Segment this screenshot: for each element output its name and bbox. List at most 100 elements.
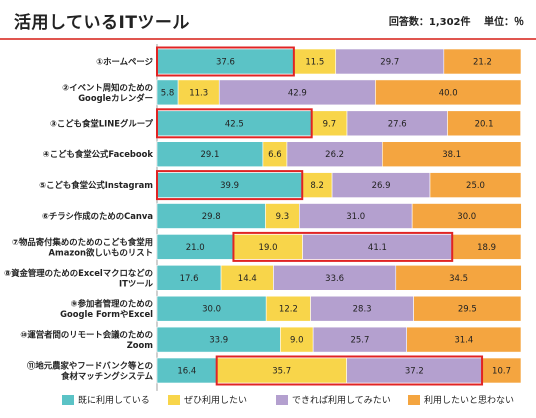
data-label: 30.0 bbox=[202, 305, 221, 315]
highlight-box bbox=[215, 355, 484, 386]
data-label: 25.7 bbox=[350, 336, 369, 346]
highlight-box bbox=[156, 108, 313, 139]
highlight-box bbox=[156, 170, 304, 201]
data-label: 5.8 bbox=[161, 88, 175, 98]
data-label: 9.3 bbox=[276, 212, 290, 222]
bar-segment bbox=[216, 357, 347, 384]
bar-segment bbox=[395, 264, 522, 291]
bar-segment bbox=[382, 141, 522, 167]
bar-segment bbox=[346, 357, 483, 384]
data-label: 20.1 bbox=[475, 119, 494, 129]
data-label: 37.6 bbox=[216, 58, 235, 68]
data-label: 12.2 bbox=[279, 305, 298, 315]
bar-segment bbox=[265, 203, 300, 229]
bar-segment bbox=[156, 234, 234, 260]
bar-segment bbox=[443, 48, 522, 75]
legend-swatch bbox=[408, 395, 420, 405]
legend-label: 利用したいと思わない bbox=[424, 394, 514, 406]
data-label: 33.6 bbox=[325, 274, 344, 284]
bar-segment bbox=[156, 264, 222, 291]
category-label: ⑩運営者間のリモート会議のための Zoom bbox=[20, 330, 153, 351]
bar-segment bbox=[156, 141, 264, 167]
bar-segment bbox=[262, 141, 288, 167]
data-label: 26.9 bbox=[372, 181, 391, 191]
data-label: 40.0 bbox=[439, 88, 458, 98]
data-label: 37.2 bbox=[405, 367, 424, 377]
data-label: 39.9 bbox=[220, 181, 239, 191]
data-label: 35.7 bbox=[272, 367, 291, 377]
bar-segment bbox=[156, 295, 267, 322]
data-label: 42.9 bbox=[288, 88, 307, 98]
data-label: 29.1 bbox=[200, 150, 219, 160]
bar-segment bbox=[302, 234, 453, 260]
bar-segment bbox=[301, 172, 333, 198]
chart-meta: 回答数：1,302件 単位：％ bbox=[379, 13, 524, 28]
data-label: 14.4 bbox=[238, 274, 257, 284]
data-label: 31.4 bbox=[454, 336, 473, 346]
highlight-box bbox=[232, 231, 454, 262]
bar-segment bbox=[218, 79, 376, 106]
legend-swatch bbox=[62, 395, 74, 405]
bar-segment bbox=[413, 295, 522, 322]
data-label: 6.6 bbox=[268, 150, 282, 160]
data-label: 41.1 bbox=[368, 243, 387, 253]
data-label: 19.0 bbox=[259, 243, 278, 253]
bar-segment bbox=[286, 141, 383, 167]
bar-segment bbox=[156, 110, 312, 137]
bar-segment bbox=[429, 172, 522, 198]
bar-segment bbox=[411, 203, 522, 229]
data-label: 30.0 bbox=[457, 212, 476, 222]
data-label: 29.7 bbox=[380, 58, 399, 68]
bar-segment bbox=[447, 110, 521, 137]
category-label: ④こども食堂公式Facebook bbox=[43, 149, 154, 159]
category-label: ③こども食堂LINEグループ bbox=[50, 118, 154, 128]
category-label: ⑦物品寄付集めのためのこども食堂用 Amazon欲しいものリスト bbox=[12, 237, 153, 258]
category-label: ⑨参加者管理のための Google FormやExcel bbox=[60, 299, 153, 320]
unit-label: 単位：％ bbox=[484, 17, 524, 28]
data-label: 21.2 bbox=[473, 58, 492, 68]
legend-label: できれば利用してみたい bbox=[292, 394, 391, 406]
bar-segment bbox=[156, 48, 295, 75]
data-label: 25.0 bbox=[466, 181, 485, 191]
bar-segment bbox=[312, 326, 408, 353]
bar-segment bbox=[406, 326, 522, 353]
bar-segment bbox=[375, 79, 522, 106]
category-label: ②イベント周知のための Googleカレンダー bbox=[62, 82, 153, 103]
bar-segment bbox=[156, 172, 303, 198]
bar-segment bbox=[156, 326, 281, 353]
data-label: 34.5 bbox=[449, 274, 468, 284]
bar-segment bbox=[299, 203, 413, 229]
respondent-count: 回答数：1,302件 bbox=[388, 17, 471, 28]
bar-segment bbox=[156, 203, 266, 229]
bar-segment bbox=[481, 357, 522, 384]
legend-label: ぜひ利用したい bbox=[184, 394, 247, 406]
legend-swatch bbox=[276, 395, 288, 405]
bar-segment bbox=[156, 357, 217, 384]
data-label: 9.7 bbox=[323, 119, 337, 129]
title-rule bbox=[0, 38, 536, 40]
bar-segment bbox=[177, 79, 220, 106]
category-label: ⑪地元農家やフードバンク等との食材マッチングシステム bbox=[27, 361, 154, 382]
data-label: 28.3 bbox=[353, 305, 372, 315]
bar-segment bbox=[335, 48, 445, 75]
data-label: 33.9 bbox=[209, 336, 228, 346]
data-label: 29.8 bbox=[202, 212, 221, 222]
bar-segment bbox=[331, 172, 431, 198]
bar-segment bbox=[273, 264, 397, 291]
bar-segment bbox=[233, 234, 303, 260]
data-label: 16.4 bbox=[177, 367, 196, 377]
data-label: 42.5 bbox=[225, 119, 244, 129]
data-label: 11.5 bbox=[305, 58, 324, 68]
data-label: 38.1 bbox=[442, 150, 461, 160]
data-label: 17.6 bbox=[180, 274, 199, 284]
legend-swatch bbox=[168, 395, 180, 405]
highlight-box bbox=[156, 46, 295, 77]
bar-segment bbox=[346, 110, 448, 137]
chart-header: 活用しているITツール 回答数：1,302件 単位：％ bbox=[0, 0, 536, 44]
category-label: ⑧資金管理のためのExcelマクロなどの ITツール bbox=[4, 268, 154, 289]
category-label: ⑥チラシ作成のためのCanva bbox=[42, 211, 153, 221]
bar-segment bbox=[280, 326, 314, 353]
data-label: 9.0 bbox=[290, 336, 304, 346]
category-label: ①ホームページ bbox=[96, 57, 154, 67]
